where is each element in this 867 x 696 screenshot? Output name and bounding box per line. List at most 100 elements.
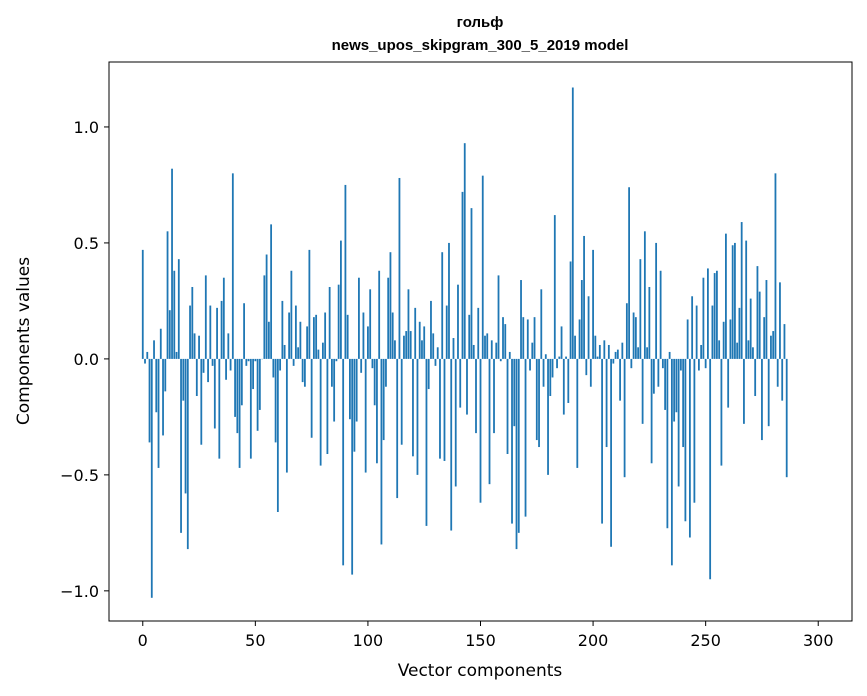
bar bbox=[434, 358, 437, 366]
bar bbox=[725, 233, 727, 359]
bar bbox=[272, 358, 275, 378]
bar bbox=[331, 358, 333, 387]
bar bbox=[468, 314, 471, 359]
y-axis-label: Components values bbox=[14, 257, 34, 425]
bar bbox=[254, 358, 257, 362]
bar bbox=[175, 351, 178, 359]
bar bbox=[754, 358, 757, 397]
bar bbox=[405, 331, 408, 359]
bar bbox=[666, 358, 669, 529]
bar bbox=[425, 358, 428, 526]
y-tick-label: −1.0 bbox=[60, 582, 99, 601]
bar bbox=[544, 354, 547, 359]
bar bbox=[150, 358, 153, 598]
bar bbox=[551, 358, 554, 378]
bar bbox=[177, 259, 180, 359]
bar bbox=[639, 259, 642, 359]
bar bbox=[432, 333, 435, 359]
bar bbox=[403, 335, 405, 359]
bar bbox=[540, 289, 543, 359]
bar bbox=[621, 342, 624, 359]
bar bbox=[716, 270, 718, 359]
bar bbox=[315, 314, 318, 359]
bar bbox=[727, 358, 730, 408]
bar bbox=[213, 358, 216, 429]
bar bbox=[646, 347, 649, 359]
x-tick-label: 200 bbox=[578, 631, 609, 650]
plot-frame bbox=[108, 61, 853, 622]
bar bbox=[506, 358, 509, 454]
bar bbox=[688, 358, 691, 538]
bar bbox=[439, 358, 441, 459]
bar bbox=[502, 317, 504, 359]
bar bbox=[783, 324, 786, 359]
bar bbox=[477, 307, 480, 359]
bar bbox=[592, 249, 594, 359]
bar bbox=[427, 358, 430, 390]
bar bbox=[285, 358, 288, 473]
bar bbox=[234, 358, 236, 417]
bar bbox=[603, 340, 606, 359]
bar bbox=[529, 358, 531, 371]
bar bbox=[306, 326, 309, 359]
bar bbox=[238, 358, 241, 468]
bar bbox=[153, 340, 155, 359]
bar bbox=[504, 324, 507, 359]
bar bbox=[677, 358, 680, 487]
bar bbox=[394, 340, 396, 359]
bar bbox=[148, 358, 151, 443]
bar bbox=[182, 358, 185, 401]
bar bbox=[290, 270, 293, 359]
bar bbox=[166, 231, 169, 359]
bar bbox=[319, 358, 322, 466]
bar bbox=[335, 358, 338, 362]
bar bbox=[157, 358, 160, 468]
bar bbox=[684, 358, 687, 522]
bar bbox=[488, 358, 491, 485]
bar bbox=[625, 303, 628, 359]
bar bbox=[274, 358, 277, 443]
bar bbox=[675, 358, 678, 413]
chart-subtitle: news_upos_skipgram_300_5_2019 model bbox=[332, 37, 629, 54]
bar bbox=[231, 173, 234, 359]
bar bbox=[421, 340, 423, 359]
bar bbox=[695, 305, 698, 359]
bar bbox=[369, 289, 372, 359]
bars-group bbox=[141, 87, 788, 598]
bar bbox=[607, 344, 610, 359]
bar bbox=[704, 358, 707, 369]
bar bbox=[200, 358, 203, 445]
bar bbox=[443, 358, 446, 461]
x-axis-label: Vector components bbox=[398, 661, 563, 681]
chart-title: гольф bbox=[457, 14, 504, 31]
bar bbox=[668, 351, 671, 359]
bar bbox=[430, 300, 432, 359]
bar bbox=[378, 270, 381, 359]
bar bbox=[249, 358, 252, 459]
bar bbox=[781, 358, 784, 401]
bar bbox=[211, 358, 214, 366]
bar bbox=[767, 358, 770, 427]
bar bbox=[463, 143, 466, 359]
bar bbox=[342, 358, 345, 566]
bar bbox=[141, 249, 144, 359]
bar bbox=[738, 307, 741, 359]
bar bbox=[171, 168, 173, 359]
bar bbox=[560, 326, 563, 359]
bar bbox=[587, 296, 590, 359]
bar bbox=[655, 242, 658, 359]
bar bbox=[785, 358, 788, 478]
bar bbox=[297, 347, 300, 359]
bar bbox=[761, 358, 763, 441]
bar bbox=[436, 347, 439, 359]
bar bbox=[209, 305, 212, 359]
bar bbox=[222, 277, 225, 359]
bar bbox=[216, 307, 218, 359]
bar bbox=[367, 326, 369, 359]
bar bbox=[193, 333, 196, 359]
bar bbox=[776, 358, 779, 387]
bar bbox=[612, 358, 615, 364]
bar bbox=[729, 319, 732, 359]
bar bbox=[283, 344, 286, 359]
bar bbox=[585, 358, 588, 376]
